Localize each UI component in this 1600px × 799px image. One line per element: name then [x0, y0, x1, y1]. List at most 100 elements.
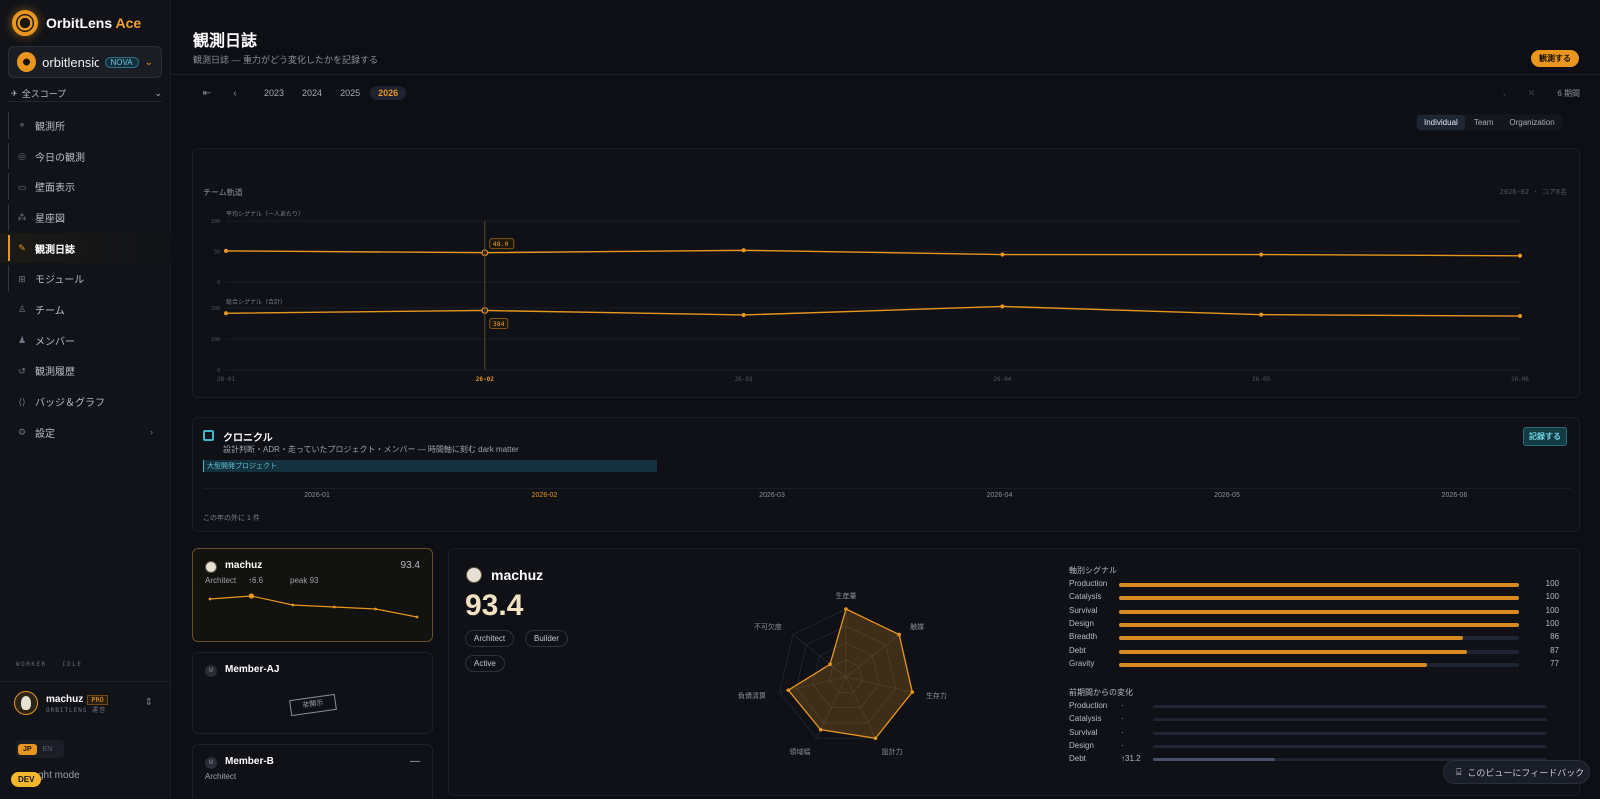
- member-card[interactable]: machuz 93.4 Architect ↑6.6 peak 93: [192, 548, 433, 642]
- dev-badge[interactable]: DEV: [11, 772, 42, 787]
- chevron-updown-icon: ⇕: [144, 697, 153, 708]
- signal-fill: [1119, 636, 1463, 641]
- sidebar-item-modules[interactable]: ⊞ モジュール: [0, 263, 171, 294]
- telescope-icon: ⌖: [19, 120, 25, 131]
- feedback-button[interactable]: ⌸ このビューにフィードバック: [1443, 760, 1590, 784]
- chevron-down-icon: ⌄: [154, 88, 162, 98]
- radar-axis-label: 生存力: [926, 691, 947, 700]
- year-tab[interactable]: 2024: [302, 88, 323, 98]
- change-fill: [1153, 758, 1276, 762]
- radar-spoke: [779, 676, 847, 693]
- brand[interactable]: OrbitLens Ace: [12, 10, 141, 36]
- sidebar-item-members[interactable]: ♟ メンバー: [0, 325, 171, 356]
- sidebar-item-telescope[interactable]: ⌖ 観測所: [0, 110, 171, 141]
- role-chip: Builder: [525, 630, 568, 647]
- view-individual[interactable]: Individual: [1417, 115, 1465, 130]
- sidebar-item-radar[interactable]: ◎ 今日の観測: [0, 141, 171, 172]
- member-peak: peak 93: [290, 576, 319, 585]
- close-icon[interactable]: ✕: [1527, 88, 1536, 98]
- radar-spoke: [845, 676, 913, 693]
- member-delta: ↑6.6: [248, 576, 264, 585]
- sidebar-item-code[interactable]: ⟨⟩ バッジ＆グラフ: [0, 386, 171, 417]
- radar-spoke: [845, 634, 900, 678]
- chronicle-axis: [203, 488, 1571, 489]
- radar-axis-label: 生産量: [836, 591, 857, 600]
- sidebar-item-monitor[interactable]: ▭ 壁面表示: [0, 171, 171, 202]
- view-organization[interactable]: Organization: [1509, 118, 1555, 127]
- y-tick-label: 200: [211, 306, 220, 312]
- x-tick-label: 26-06: [1511, 376, 1529, 383]
- series-line: [225, 249, 1521, 257]
- radar-area: [787, 608, 913, 739]
- workspace-badge: NOVA: [104, 56, 139, 68]
- member-name: machuz: [225, 560, 263, 571]
- y-tick-label: 50: [214, 250, 220, 256]
- code-icon: ⟨⟩: [18, 396, 26, 407]
- change-row: Catalysis ·: [1069, 714, 1559, 726]
- sidebar-item-gear[interactable]: ⚙ 設定 ›: [0, 417, 171, 448]
- gear-icon: ⚙: [17, 427, 27, 438]
- scope-selector[interactable]: ✈ 全スコープ ⌄: [8, 86, 162, 102]
- data-point: [1517, 313, 1523, 319]
- user-menu[interactable]: machuz PRO ORBITLENS 運営 ⇕: [0, 681, 171, 723]
- light-mode-toggle[interactable]: ght mode: [38, 770, 80, 781]
- lang-en[interactable]: EN: [42, 745, 53, 753]
- user-org: ORBITLENS 運営: [46, 707, 107, 714]
- language-toggle[interactable]: JP EN: [16, 740, 64, 758]
- signal-value: 100: [1545, 605, 1559, 615]
- sidebar-item-label: 観測所: [35, 121, 65, 133]
- radar-point: [844, 607, 848, 611]
- change-delta: ·: [1121, 727, 1124, 737]
- first-page-icon[interactable]: ⇤: [202, 87, 212, 99]
- sparkline-point: [248, 593, 254, 599]
- member-card[interactable]: M Member-B — Architect: [192, 744, 433, 799]
- sidebar-item-journal[interactable]: ✎ 観測日誌: [0, 232, 171, 264]
- lang-jp[interactable]: JP: [18, 743, 37, 755]
- y-tick-label: 0: [217, 280, 220, 286]
- radar-spoke: [816, 676, 847, 739]
- chronicle-month: 2026-01: [304, 492, 330, 499]
- radar-point: [910, 690, 915, 694]
- sparkline-point: [208, 597, 212, 601]
- constellation-icon: ⁂: [17, 212, 27, 223]
- members-icon: ♟: [17, 335, 27, 346]
- prev-icon[interactable]: ‹: [233, 87, 237, 99]
- radar-axis-label: 触媒: [910, 622, 924, 631]
- value-callout: 384: [493, 320, 505, 328]
- signal-track: [1119, 636, 1519, 641]
- record-button[interactable]: 記録する: [1523, 427, 1567, 446]
- chronicle-panel: クロニクル 設計判断・ADR・走っていたプロジェクト・メンバー — 時間軸に刻む…: [192, 417, 1580, 532]
- signal-track: [1119, 609, 1519, 614]
- year-tab[interactable]: 2025: [340, 88, 361, 98]
- user-name: machuz: [46, 694, 84, 705]
- value-callout-box: [489, 318, 509, 329]
- chronicle-note: この年の外に 1 件: [203, 515, 260, 522]
- signal-value: 100: [1545, 579, 1559, 588]
- sidebar-item-team[interactable]: ♙ チーム: [0, 294, 171, 325]
- signal-value: 86: [1550, 632, 1559, 642]
- next-icon[interactable]: ›: [1502, 88, 1506, 99]
- year-tab[interactable]: 2026: [370, 86, 407, 100]
- workspace-switcher[interactable]: orbitlensio NOVA ⌄: [8, 46, 162, 78]
- signal-label: Survival: [1069, 605, 1098, 615]
- signal-track: [1119, 622, 1519, 627]
- x-tick-label: 26-05: [1252, 376, 1270, 383]
- change-delta: ↑31.2: [1121, 754, 1141, 764]
- sidebar-item-history[interactable]: ↺ 観測履歴: [0, 356, 171, 387]
- history-icon: ↺: [18, 365, 26, 376]
- member-card[interactable]: M Member-AJ 非開示: [192, 652, 433, 734]
- signal-value: 77: [1550, 658, 1559, 668]
- project-bar[interactable]: 大型開発プロジェクト: [203, 460, 657, 472]
- chevron-down-icon: ⌄: [144, 56, 153, 68]
- change-delta: ·: [1121, 701, 1124, 710]
- signal-track: [1119, 662, 1519, 667]
- sidebar-item-constellation[interactable]: ⁂ 星座図: [0, 202, 171, 233]
- status-chip: Active: [465, 655, 505, 672]
- change-track: [1153, 718, 1547, 722]
- member-name: Member-AJ: [225, 664, 280, 675]
- year-tab[interactable]: 2023: [264, 88, 285, 98]
- observe-button[interactable]: 観測する: [1531, 50, 1579, 67]
- signal-row: Production 100: [1069, 579, 1559, 591]
- view-team[interactable]: Team: [1473, 118, 1494, 127]
